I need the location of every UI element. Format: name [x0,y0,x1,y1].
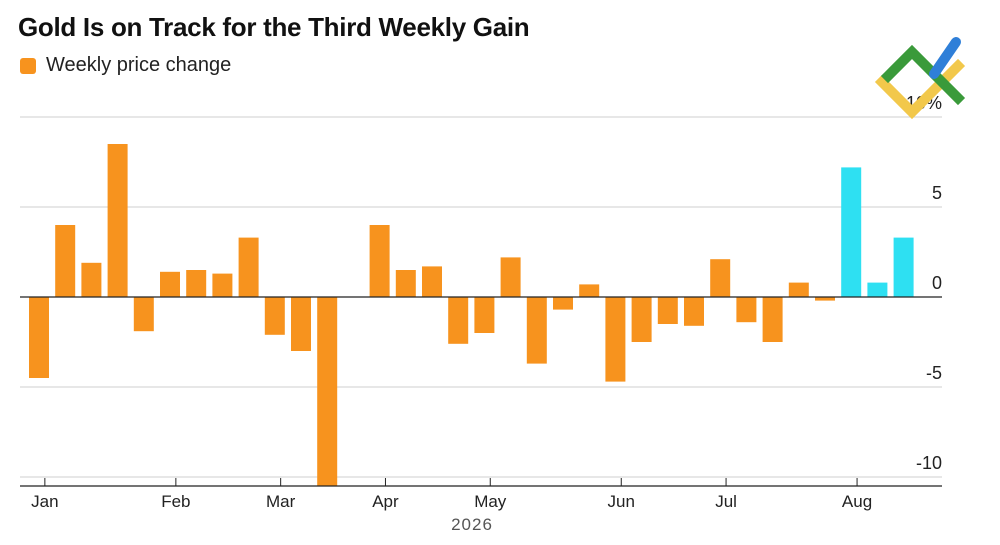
bar [605,297,626,382]
brand-logo-icon [874,37,966,120]
legend-label: Weekly price change [46,54,232,76]
chart-legend: Weekly price change [20,54,231,77]
bar [631,297,652,342]
bar [160,271,180,297]
bar [422,266,442,297]
bar [317,297,338,486]
bar [710,259,731,297]
bar [526,297,547,364]
bars-layer [29,144,914,486]
y-tick-label: -5 [926,363,942,383]
x-tick-label: May [474,492,507,511]
bar [29,297,49,378]
y-tick-label: -10 [916,453,942,473]
x-tick-label: Apr [372,492,399,511]
bar [736,297,757,323]
legend-swatch [20,57,36,74]
bar [788,282,809,297]
bar [369,225,390,297]
x-tick-label: Jan [31,492,58,511]
bar [841,167,862,297]
bar [867,282,888,297]
bar [186,270,207,297]
y-tick-label: 5 [932,183,942,203]
y-tick-label: 0 [932,273,942,293]
grid-layer [20,116,942,478]
bar [762,297,783,342]
bar [657,297,678,324]
logo-stroke [929,37,961,79]
bar [395,270,416,297]
bar [81,262,102,297]
bar [500,257,521,297]
bar [579,284,600,297]
bar [133,297,154,332]
axis-layer [20,296,942,487]
bar [815,297,835,301]
x-axis-year-label: 2026 [451,515,493,534]
bar [212,273,233,297]
bar [893,237,914,297]
x-tick-label: Aug [842,492,872,511]
bar [55,225,76,297]
bar [684,297,704,326]
bar [448,297,469,344]
bar [107,144,128,297]
bar [291,297,311,351]
logo-stroke [880,44,966,106]
bar [553,297,573,310]
chart-title: Gold Is on Track for the Third Weekly Ga… [18,12,530,42]
x-tick-label: Feb [161,492,190,511]
x-tick-label: Mar [266,492,296,511]
x-tick-label: Jun [608,492,635,511]
bar [238,237,259,297]
bar [264,297,285,335]
x-tick-label: Jul [715,492,737,511]
bar [474,297,495,333]
